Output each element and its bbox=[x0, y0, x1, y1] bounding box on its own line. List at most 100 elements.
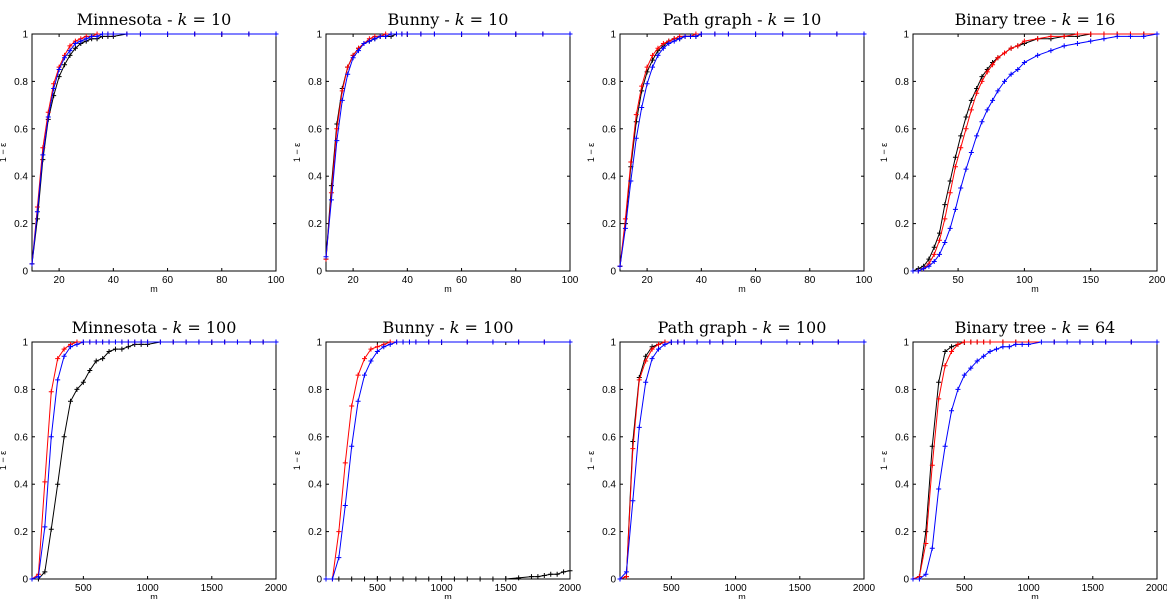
data-point bbox=[995, 88, 1001, 94]
x-tick-label: 150 bbox=[1082, 275, 1099, 286]
x-axis-label: m bbox=[1031, 592, 1039, 599]
data-point bbox=[963, 166, 969, 172]
data-point bbox=[668, 339, 674, 345]
data-point bbox=[617, 263, 623, 269]
x-axis-label: m bbox=[444, 592, 452, 599]
subplot-7: Path graph - k = 100 500 1000 1500 2000 0 0.2 0… bbox=[586, 318, 876, 599]
data-point bbox=[34, 209, 40, 215]
y-tick-label: 0.8 bbox=[308, 385, 322, 396]
data-point bbox=[995, 55, 1001, 61]
x-tick-label: 1000 bbox=[1017, 583, 1040, 594]
x-axis-label: m bbox=[150, 284, 158, 294]
series-line bbox=[31, 33, 276, 264]
data-point bbox=[55, 356, 61, 362]
data-point bbox=[958, 133, 964, 139]
y-tick-label: 0.2 bbox=[895, 219, 909, 230]
data-point bbox=[388, 31, 394, 37]
data-point bbox=[68, 344, 74, 350]
data-point bbox=[942, 348, 948, 354]
x-tick-label: 60 bbox=[750, 275, 762, 286]
series-1 bbox=[29, 31, 279, 267]
x-tick-label: 80 bbox=[216, 275, 228, 286]
data-point bbox=[656, 346, 662, 352]
data-point bbox=[931, 244, 937, 250]
data-point bbox=[561, 569, 567, 575]
data-point bbox=[67, 48, 73, 54]
data-point bbox=[394, 339, 400, 345]
plot-frame bbox=[325, 33, 571, 272]
plot-frame bbox=[912, 341, 1158, 580]
data-point bbox=[273, 31, 279, 37]
data-point bbox=[1088, 31, 1094, 37]
data-point bbox=[94, 33, 100, 39]
x-tick-label: 20 bbox=[642, 275, 654, 286]
data-point bbox=[345, 71, 351, 77]
y-axis-label: 1 − ε bbox=[879, 143, 889, 162]
data-point bbox=[399, 31, 405, 37]
series-2 bbox=[617, 339, 867, 582]
series-line bbox=[913, 341, 1157, 580]
data-point bbox=[650, 52, 656, 58]
data-point bbox=[459, 31, 465, 37]
data-point bbox=[1061, 43, 1067, 49]
data-point bbox=[990, 97, 996, 103]
data-point bbox=[655, 45, 661, 51]
series-1 bbox=[29, 339, 279, 582]
y-tick-label: 0.4 bbox=[14, 172, 28, 183]
y-tick-label: 0.6 bbox=[308, 124, 322, 135]
data-point bbox=[124, 31, 130, 37]
data-point bbox=[125, 344, 131, 350]
data-point bbox=[93, 358, 99, 364]
data-point bbox=[636, 377, 642, 383]
subplot-8: Binary tree - k = 64 500 1000 1500 2000 0 0.2 0… bbox=[879, 318, 1167, 599]
data-point bbox=[916, 576, 922, 582]
y-tick-label: 0.8 bbox=[14, 77, 28, 88]
data-point bbox=[400, 339, 406, 345]
data-point bbox=[644, 64, 650, 70]
data-point bbox=[464, 576, 470, 582]
data-point bbox=[35, 574, 41, 580]
data-point bbox=[361, 40, 367, 46]
y-axis-label: 1 − ε bbox=[586, 143, 596, 162]
data-point bbox=[910, 576, 916, 582]
data-point bbox=[834, 31, 840, 37]
data-point bbox=[937, 251, 943, 257]
data-point bbox=[323, 254, 329, 260]
data-point bbox=[567, 31, 573, 37]
data-point bbox=[336, 555, 342, 561]
x-tick-label: 20 bbox=[54, 275, 66, 286]
data-point bbox=[1019, 341, 1025, 347]
data-point bbox=[42, 479, 48, 485]
data-point bbox=[413, 339, 419, 345]
data-point bbox=[644, 81, 650, 87]
data-point bbox=[273, 339, 279, 345]
data-point bbox=[707, 339, 713, 345]
data-point bbox=[915, 268, 921, 274]
data-point bbox=[74, 341, 80, 347]
data-point bbox=[105, 31, 111, 37]
data-point bbox=[923, 529, 929, 535]
x-tick-label: 1500 bbox=[495, 583, 518, 594]
data-point bbox=[942, 443, 948, 449]
data-point bbox=[630, 446, 636, 452]
data-point bbox=[137, 31, 143, 37]
y-tick-label: 0.8 bbox=[602, 385, 616, 396]
series-line bbox=[619, 341, 864, 580]
series-3 bbox=[617, 31, 867, 269]
y-tick-label: 0.6 bbox=[602, 124, 616, 135]
subplot-3: Path graph - k = 10 20 40 60 80 100 0 0.2 0.4 0.6… bbox=[586, 10, 873, 294]
data-point bbox=[56, 67, 62, 73]
y-tick-label: 0.4 bbox=[602, 172, 616, 183]
y-tick-label: 0.4 bbox=[14, 480, 28, 491]
data-point bbox=[222, 339, 228, 345]
data-point bbox=[974, 90, 980, 96]
data-point bbox=[362, 356, 368, 362]
data-point bbox=[516, 339, 522, 345]
series-line bbox=[325, 33, 570, 260]
data-point bbox=[345, 64, 351, 70]
data-point bbox=[67, 52, 73, 58]
data-point bbox=[503, 576, 509, 582]
series-line bbox=[326, 570, 571, 580]
data-point bbox=[404, 31, 410, 37]
series-line bbox=[326, 341, 570, 580]
